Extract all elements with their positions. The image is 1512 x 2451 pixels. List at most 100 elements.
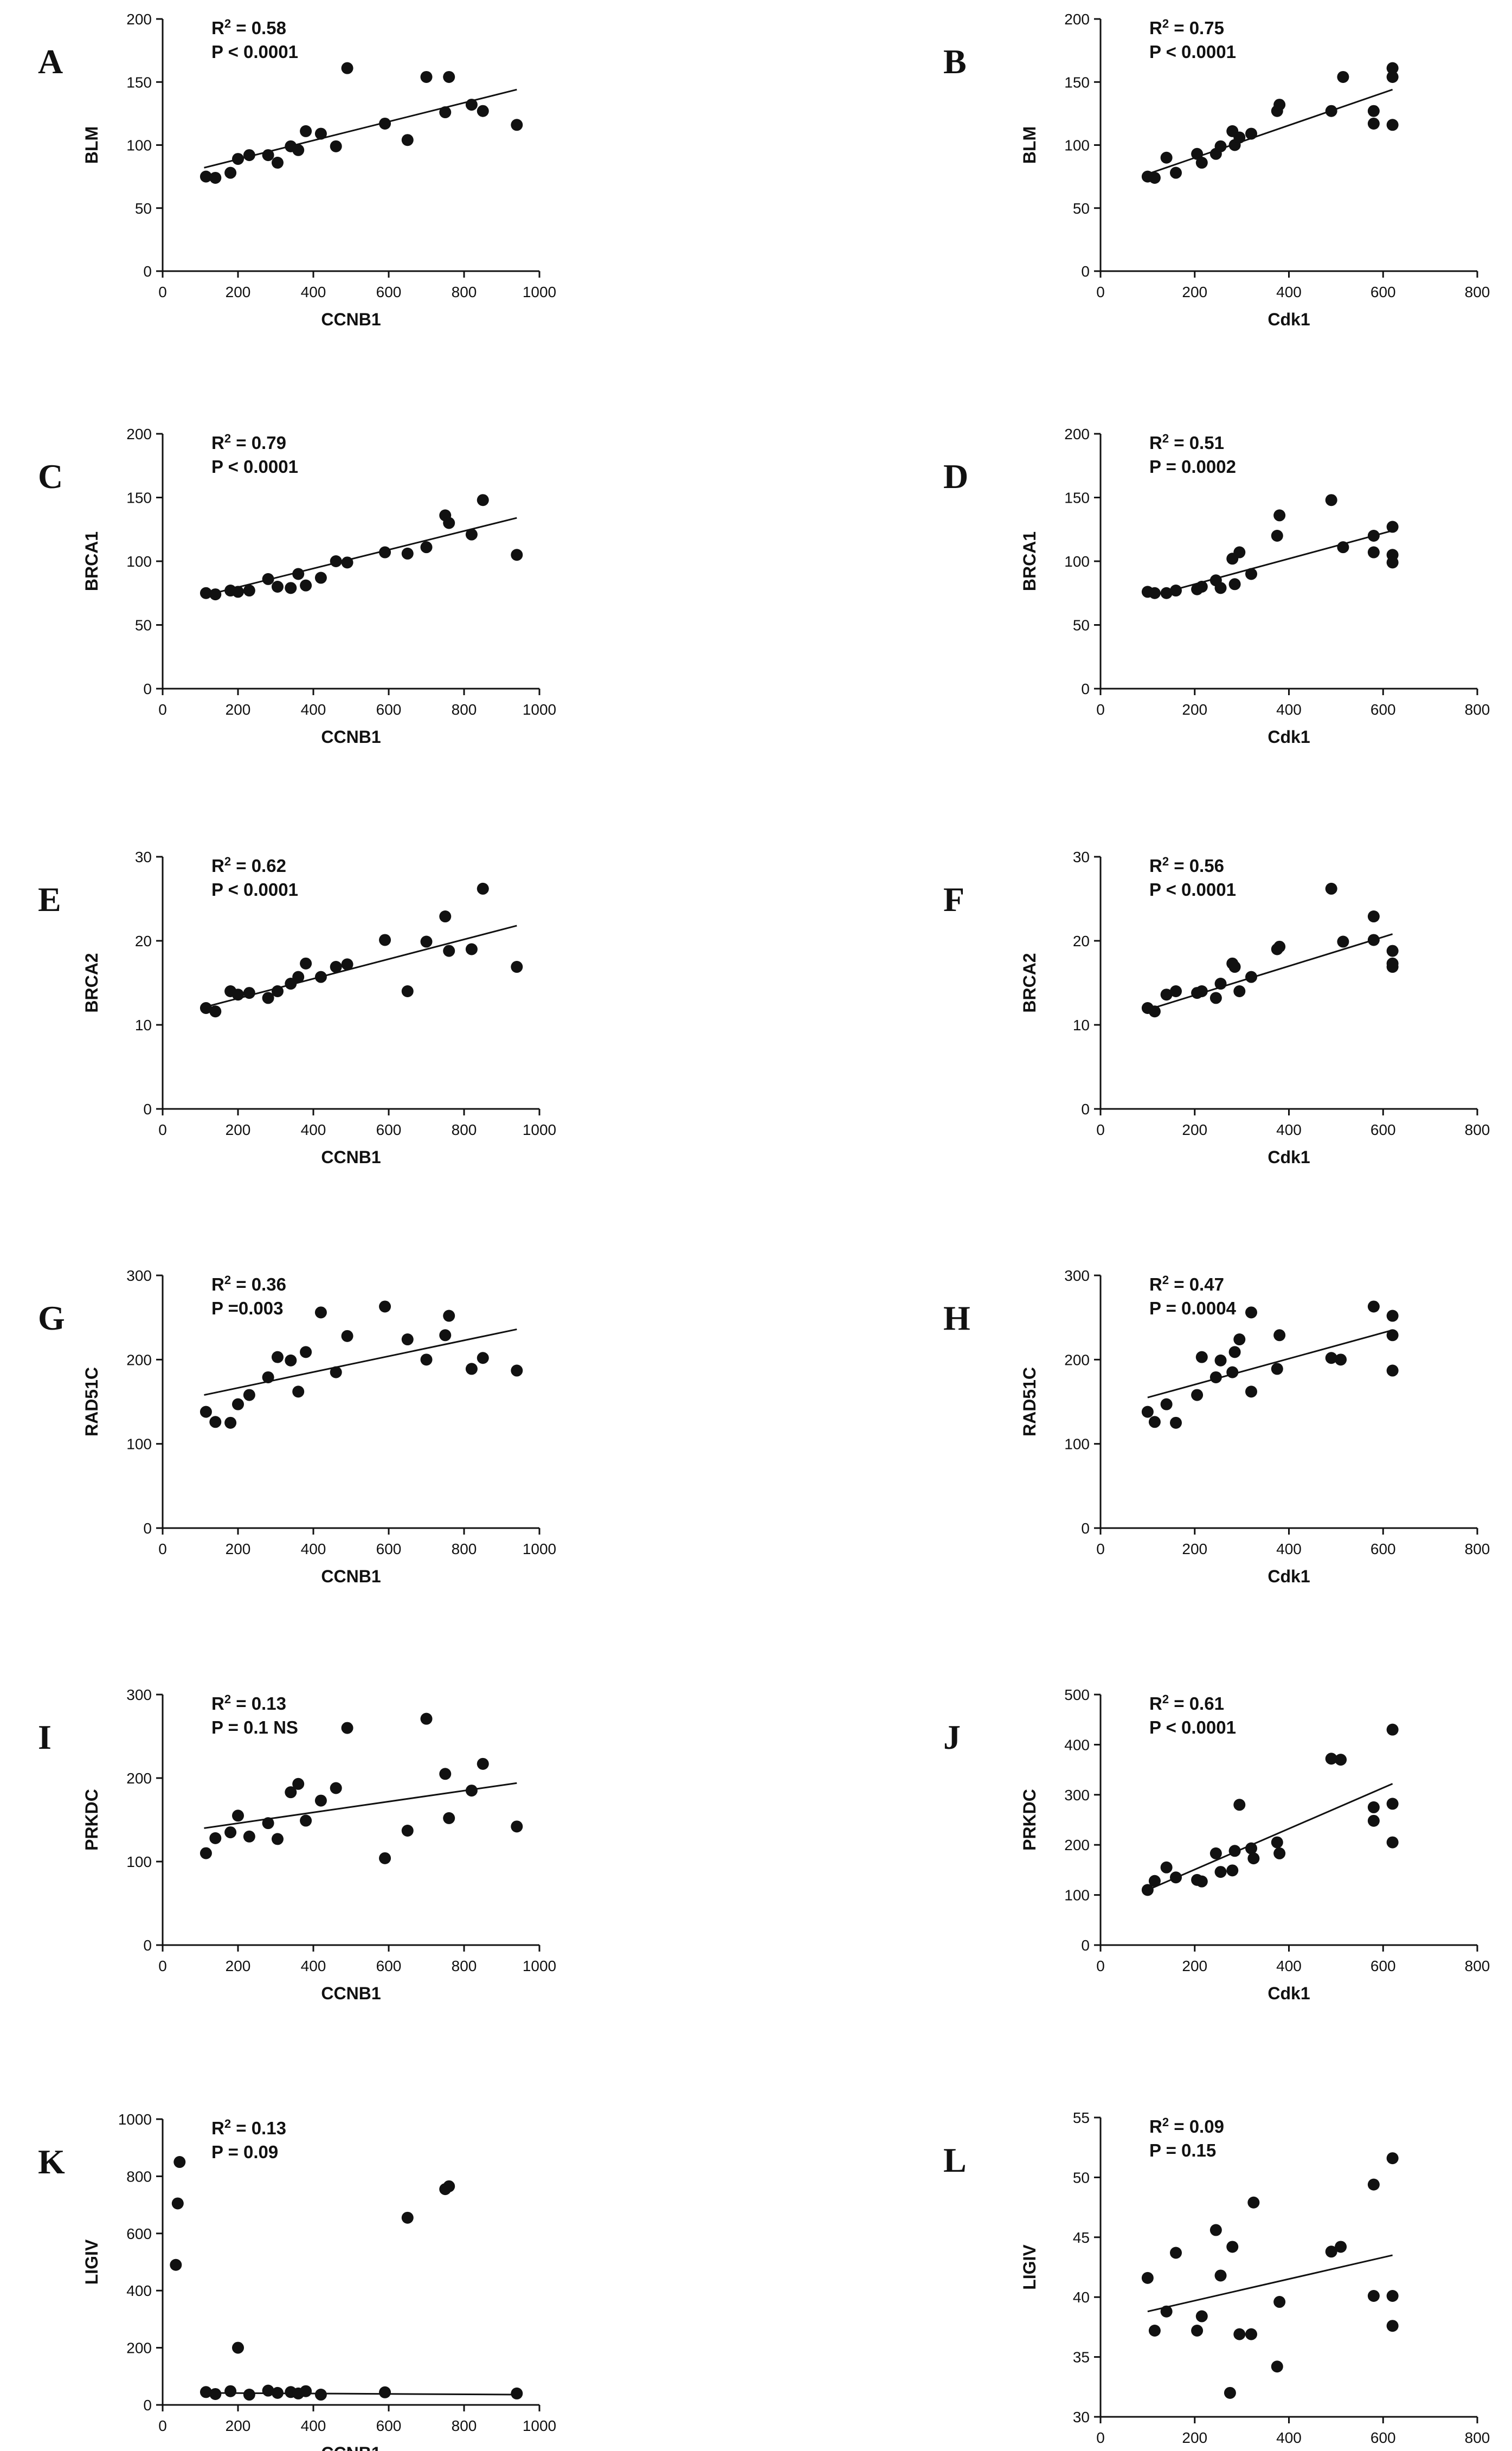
panel-letter: H [943,1299,970,1337]
panel-letter: D [943,457,968,496]
panel-letter: G [38,1299,65,1337]
data-point [271,985,284,997]
data-point [1170,1871,1182,1884]
y-tick-label: 300 [1064,1267,1090,1284]
y-tick-label: 200 [126,426,152,442]
x-axis-label: Cdk1 [1267,310,1310,329]
y-tick-label: 800 [126,2168,152,2185]
data-point [443,1812,455,1824]
data-point [420,1353,433,1366]
panel-g: G 0 200 400 600 800 1000 0 100 200 300 CCNB1 RAD51C R… [38,1267,556,1586]
data-point [379,2386,391,2398]
y-tick-label: 45 [1073,2229,1090,2246]
regression-line [1147,2254,1393,2313]
data-point [443,70,455,83]
data-point [1160,989,1173,1001]
x-tick-label: 0 [1096,284,1105,300]
data-point [200,1002,212,1014]
regression-line [1147,1329,1393,1398]
y-tick-label: 50 [1073,617,1090,634]
data-point [1273,2296,1286,2308]
data-point [465,99,478,111]
data-point [224,2385,237,2397]
data-point [1195,1875,1208,1888]
data-point [477,105,489,117]
data-point [1386,2289,1399,2302]
regression-line [204,1782,517,1829]
y-tick-label: 0 [1081,1101,1090,1118]
data-point [1271,530,1283,542]
x-tick-label: 600 [376,1121,402,1138]
data-point [300,2385,312,2397]
data-point [1386,119,1399,131]
y-tick-label: 50 [1073,2169,1090,2186]
x-tick-label: 0 [1096,701,1105,718]
data-point [1367,1801,1380,1813]
y-axis-label: BLM [1020,126,1039,164]
data-point [224,1826,237,1839]
data-point [330,1782,342,1794]
regression-line [204,517,517,596]
data-point [200,1847,212,1859]
data-point [292,1778,305,1790]
data-point [1367,105,1380,117]
data-point [232,1398,244,1410]
data-point [1228,1845,1241,1857]
x-tick-label: 400 [301,2417,326,2434]
y-tick-label: 20 [135,933,152,949]
data-point [341,1330,353,1342]
x-tick-label: 400 [301,1958,326,1974]
data-point [1386,521,1399,533]
regression-line [1147,933,1393,1011]
x-tick-label: 200 [1182,284,1207,300]
data-point [314,971,327,983]
y-axis-label: BRCA2 [1020,953,1039,1012]
p-value-label: P = 0.15 [1149,2140,1216,2160]
regression-line [1147,530,1393,598]
panel-k: K 0 200 400 600 800 1000 0 200 400 600 800 1000 CCNB1… [38,2111,556,2451]
x-axis-label: Cdk1 [1267,727,1310,747]
y-tick-label: 200 [1064,1837,1090,1853]
regression-line [204,2392,517,2396]
x-axis-label: Cdk1 [1267,1147,1310,1167]
data-point [1386,2320,1399,2332]
data-point [224,1416,237,1429]
data-point [1170,985,1182,997]
data-point [465,1785,478,1797]
data-point [341,62,353,74]
regression-line [204,88,517,169]
r-squared-label: R2 = 0.47 [1149,1273,1224,1295]
y-tick-label: 200 [126,2340,152,2357]
p-value-label: P = 0.0002 [1149,457,1236,477]
regression-line [204,925,517,1008]
y-tick-label: 200 [1064,426,1090,442]
data-point [1141,1406,1154,1418]
x-tick-label: 600 [1371,2429,1396,2446]
r-squared-label: R2 = 0.36 [211,1273,286,1295]
y-tick-label: 200 [1064,11,1090,28]
data-point [443,2180,455,2192]
data-point [1148,171,1161,184]
data-point [1160,587,1173,599]
x-tick-label: 200 [226,701,251,718]
data-point [314,2389,327,2401]
data-point [1233,131,1246,144]
data-point [1273,1329,1286,1342]
data-point [1228,578,1241,591]
x-tick-label: 200 [226,2417,251,2434]
data-point [314,1306,327,1319]
panel-c: C 0 200 400 600 800 1000 0 50 100 150 200 CCNB1 BRCA1… [38,426,556,747]
data-point [262,1371,274,1383]
x-tick-label: 200 [226,1958,251,1974]
data-point [465,528,478,541]
data-point [1195,1351,1208,1363]
data-point [262,149,274,162]
data-point [1325,882,1337,895]
y-tick-label: 200 [126,11,152,28]
data-point [1245,2328,1257,2340]
data-point [1273,1847,1286,1859]
data-point [1273,99,1286,111]
data-point [1367,1814,1380,1827]
data-point [209,171,222,184]
data-point [271,581,284,593]
